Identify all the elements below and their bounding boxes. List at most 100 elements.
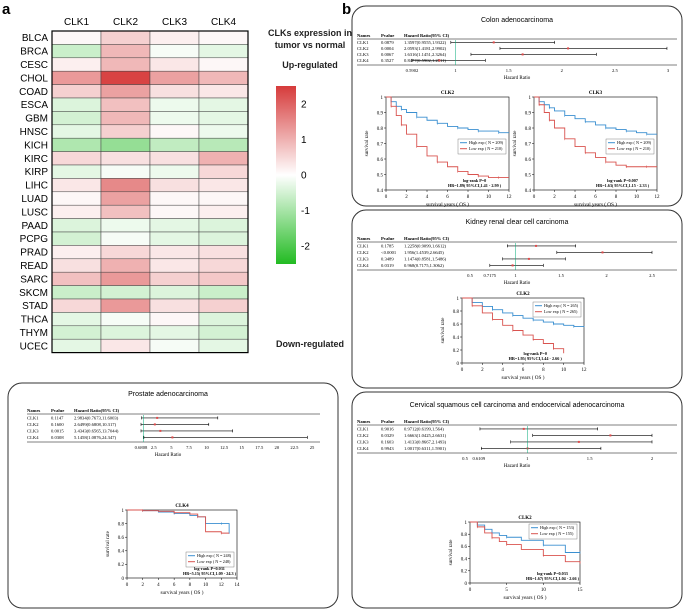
forest-row-name: CLK3 [357, 52, 369, 57]
forest-row-hr: 5.1458(1.0876,24.347) [74, 435, 117, 441]
km-xtick-label: 0 [533, 195, 536, 200]
forest-row-pvalue: 0.0879 [381, 40, 394, 45]
forest-point [438, 59, 441, 62]
forest-xlabel: Hazard Ratio [504, 464, 531, 469]
forest-xtick: 3 [667, 68, 670, 73]
heatmap-cell [149, 30, 200, 45]
km-title: CLK2 [518, 516, 532, 521]
km-xtick-label: 0 [461, 368, 464, 373]
forest-row-pvalue: 0.3489 [381, 257, 394, 262]
heatmap-row-label: LUAD [21, 194, 48, 205]
km-ytick-label: 0.2 [453, 349, 460, 354]
heatmap-cell [51, 137, 102, 152]
heatmap-column-label: CLK3 [162, 17, 187, 28]
heatmap-cell [198, 204, 249, 219]
forest-header: Pvalue [51, 408, 64, 413]
km-curve-low [534, 96, 657, 168]
heatmap-cell [149, 298, 200, 313]
heatmap-row-label: PAAD [22, 221, 49, 232]
km-plot-colon-clk3: CLK3 0 2 4 6 8 10 12 0.4 0.5 0.6 0.7 0.8 0.9 1 survival… [512, 91, 660, 208]
kidney-panel-box [351, 209, 683, 389]
heatmap-cell [51, 164, 102, 179]
km-xtick-label: 12 [582, 368, 588, 373]
heatmap-cell [198, 44, 249, 59]
forest-xtick: 1.5 [587, 456, 593, 461]
heatmap-row-label: THYM [20, 328, 48, 339]
km-ytick-label: 0.8 [525, 127, 532, 132]
forest-point [609, 434, 612, 437]
km-legend-label: Low exp ( N = 155) [540, 531, 574, 536]
km-curve-low [127, 509, 230, 534]
km-legend-box [605, 138, 655, 155]
km-xtick-label: 8 [615, 195, 618, 200]
km-legend-label: Low exp ( N = 248) [197, 559, 231, 564]
forest-row-pvalue: 0.0015 [51, 429, 64, 434]
heatmap-column-label: CLK2 [113, 17, 138, 28]
km-ytick-label: 0.4 [377, 189, 384, 194]
forest-row-hr: 2.9834(0.7673,11.6003) [74, 416, 119, 422]
km-xtick-label: 6 [522, 368, 525, 373]
forest-row-hr: 2.0593(1.4181,2.9902) [404, 46, 447, 52]
heatmap-cell [198, 151, 249, 166]
heatmap-cell [149, 204, 200, 219]
km-xtick-label: 8 [189, 583, 192, 588]
heatmap-cell [100, 338, 151, 353]
forest-xtick: 22.5 [290, 445, 299, 450]
heatmap-row-label: LIHC [25, 181, 48, 192]
heatmap-cell [198, 325, 249, 340]
heatmap-cell [100, 137, 151, 152]
heatmap-cell [51, 151, 102, 166]
km-ytick-label: 0.8 [118, 522, 125, 527]
heatmap-column-label: CLK1 [64, 17, 89, 28]
forest-point [522, 427, 525, 430]
km-xtick-label: 4 [501, 368, 504, 373]
forest-point [156, 416, 159, 419]
heatmap-cell [198, 111, 249, 126]
km-ytick-label: 0.4 [453, 336, 460, 341]
heatmap-cell [149, 271, 200, 286]
forest-row-pvalue: 0.0067 [381, 52, 394, 57]
km-ylabel: survival rate [105, 530, 111, 556]
heatmap-cell [149, 57, 200, 72]
heatmap-cell [198, 338, 249, 353]
forest-row-pvalue: 0.9943 [381, 446, 394, 451]
km-legend-box [532, 301, 582, 318]
km-ytick-label: 0.5 [525, 173, 532, 178]
heatmap-cell [198, 271, 249, 286]
heatmap-row-label: LUSC [21, 207, 48, 218]
km-annotation: HR=1.63( 95%CI,1.15 - 2.33 ) [596, 183, 650, 188]
forest-row-hr: 1.6663(1.0425,2.6631) [404, 433, 447, 439]
heatmap-frame [51, 30, 249, 354]
heatmap-cell [100, 271, 151, 286]
km-curve-high [470, 521, 580, 553]
km-ytick-label: 1 [122, 509, 125, 514]
heatmap-row-label: BLCA [22, 33, 48, 44]
forest-row-hr: 0.8477(0.5902,1.2811) [404, 58, 446, 64]
forest-header: Pvalue [381, 33, 394, 38]
km-ytick-label: 1 [457, 297, 460, 302]
km-plot-colon-clk2: CLK2 0 2 4 6 8 10 12 0.4 0.5 0.6 0.7 0.8 0.9 1 survival… [364, 91, 512, 208]
heatmap-cell [100, 164, 151, 179]
km-annotation: log-rank P=0.033 [537, 571, 568, 576]
km-legend-box [528, 523, 578, 540]
forest-row-name: CLK4 [357, 58, 369, 63]
forest-row-name: CLK2 [357, 433, 369, 438]
heatmap-cell [51, 111, 102, 126]
forest-row-pvalue: 0.0329 [381, 433, 394, 438]
heatmap-row-label: SARC [20, 274, 48, 285]
km-xtick-label: 0 [469, 588, 472, 593]
forest-point [527, 257, 530, 260]
forest-row-pvalue: 0.1785 [381, 244, 394, 249]
heatmap-cell [198, 178, 249, 193]
km-plot-cervical-clk2: CLK2 0 5 10 15 0 0.2 0.4 0.6 0.8 1 survival years (… [448, 516, 583, 601]
forest-xtick: 2 [605, 273, 608, 278]
forest-header: Hazard Ratio(95% CI) [404, 419, 450, 424]
km-legend-label: Low exp ( N = 210) [617, 146, 651, 151]
heatmap-cell [149, 285, 200, 300]
heatmap-cell [100, 258, 151, 273]
km-ylabel: survival rate [512, 130, 518, 156]
heatmap-cell [198, 70, 249, 85]
heatmap-cell [51, 70, 102, 85]
forest-row-pvalue: 0.1603 [381, 440, 394, 445]
forest-header: Hazard Ratio(95% CI) [404, 33, 450, 38]
